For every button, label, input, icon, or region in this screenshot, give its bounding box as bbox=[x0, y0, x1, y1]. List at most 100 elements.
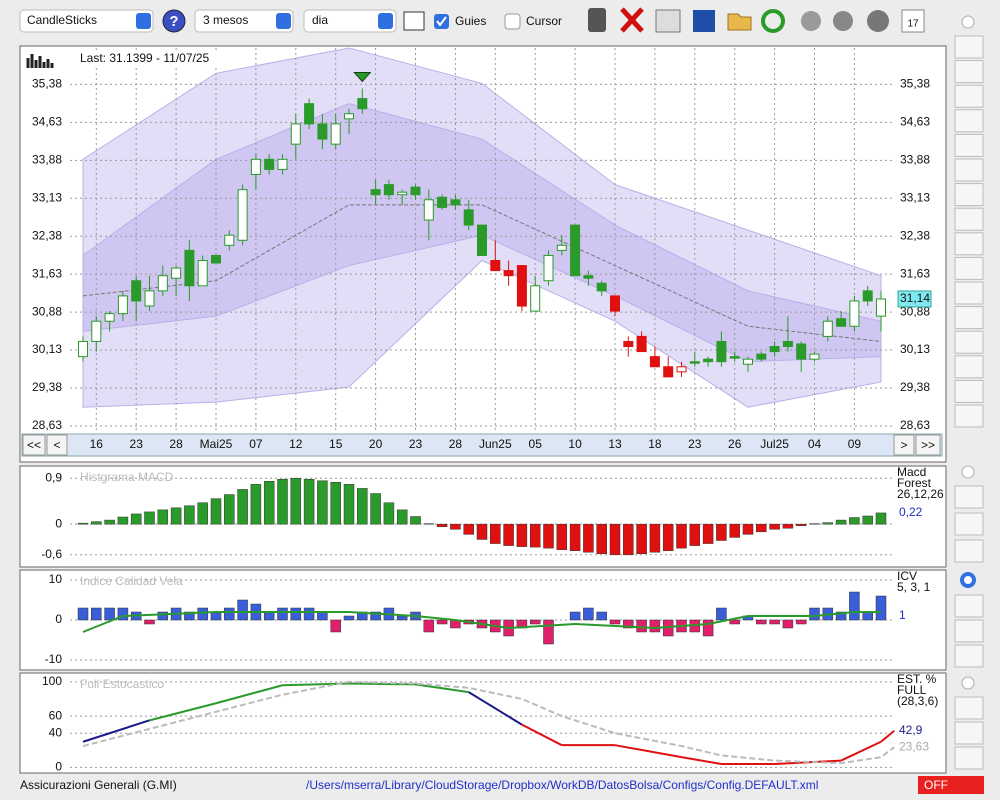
y-tick-label: 32,38 bbox=[900, 228, 930, 242]
tool-button[interactable] bbox=[954, 644, 984, 668]
radio-button[interactable] bbox=[960, 572, 976, 588]
tool-button[interactable] bbox=[954, 404, 984, 428]
tool-button[interactable] bbox=[954, 619, 984, 643]
tool-button[interactable] bbox=[954, 594, 984, 618]
x-tick-label: 09 bbox=[848, 437, 862, 451]
candle-body bbox=[610, 295, 620, 312]
histogram-bar bbox=[583, 607, 594, 621]
y-tick-label: 0 bbox=[55, 612, 62, 626]
candle-body bbox=[131, 280, 142, 302]
x-tick-label: 04 bbox=[808, 437, 822, 451]
open-icon[interactable] bbox=[727, 13, 752, 31]
tool-button[interactable] bbox=[954, 232, 984, 256]
line-segment bbox=[521, 723, 563, 747]
candle-body bbox=[556, 244, 567, 251]
histogram-bar bbox=[649, 523, 661, 553]
x-tick-label: 13 bbox=[608, 437, 622, 451]
histogram-bar bbox=[197, 502, 208, 525]
histogram-bar bbox=[184, 611, 195, 621]
trash-icon[interactable] bbox=[588, 8, 606, 32]
histogram-bar bbox=[370, 611, 381, 621]
tool-button[interactable] bbox=[954, 35, 984, 59]
candle-body bbox=[184, 249, 195, 287]
histogram-bar bbox=[636, 523, 647, 555]
print-icon[interactable] bbox=[655, 9, 681, 33]
candle-body bbox=[729, 356, 740, 359]
histogram-bar bbox=[503, 523, 514, 546]
y-tick-label: 30,88 bbox=[32, 304, 62, 318]
histogram-bar bbox=[370, 493, 381, 525]
x-tick-label: 28 bbox=[449, 437, 463, 451]
tool-button[interactable] bbox=[954, 109, 984, 133]
help-button[interactable] bbox=[162, 9, 186, 33]
y-tick-label: 40 bbox=[49, 725, 63, 739]
status-path[interactable]: /Users/mserra/Library/CloudStorage/Dropb… bbox=[306, 778, 818, 792]
nav-prev[interactable] bbox=[46, 434, 68, 456]
tool-button[interactable] bbox=[954, 746, 984, 770]
x-tick-label: 18 bbox=[648, 437, 662, 451]
histogram-bar bbox=[224, 607, 235, 621]
tool-button[interactable] bbox=[954, 183, 984, 207]
globe-icon[interactable] bbox=[801, 11, 821, 31]
histogram-bar bbox=[197, 607, 208, 621]
refresh-icon[interactable] bbox=[761, 9, 785, 33]
delete-icon[interactable] bbox=[620, 7, 644, 33]
histogram-bar bbox=[609, 523, 621, 556]
candle-body bbox=[836, 318, 847, 327]
tool-button[interactable] bbox=[954, 721, 984, 745]
tool-button[interactable] bbox=[954, 696, 984, 720]
x-tick-label: 15 bbox=[329, 437, 343, 451]
histogram-bar bbox=[210, 611, 222, 621]
x-tick-label: 20 bbox=[369, 437, 383, 451]
tool-button[interactable] bbox=[954, 330, 984, 354]
histogram-bar bbox=[463, 523, 474, 535]
x-tick-label: 23 bbox=[409, 437, 423, 451]
candle-body bbox=[437, 196, 448, 208]
tool-button[interactable] bbox=[954, 512, 984, 536]
chart-type-select[interactable] bbox=[19, 9, 154, 33]
interval-text: dia bbox=[312, 13, 328, 27]
settings-icon[interactable] bbox=[867, 10, 889, 32]
save-icon[interactable] bbox=[693, 10, 715, 32]
candle-body bbox=[250, 158, 261, 175]
nav-next[interactable] bbox=[893, 434, 915, 456]
tool-button[interactable] bbox=[954, 256, 984, 280]
histogram-bar bbox=[822, 522, 834, 525]
chart-icon[interactable] bbox=[403, 11, 425, 31]
tool-button[interactable] bbox=[954, 539, 984, 563]
radio-button[interactable] bbox=[961, 15, 975, 29]
candle-body bbox=[543, 254, 554, 282]
y-tick-label: 29,38 bbox=[32, 380, 62, 394]
euro-icon[interactable] bbox=[833, 11, 853, 31]
nav-prev-label: < bbox=[53, 438, 60, 452]
tool-button[interactable] bbox=[954, 207, 984, 231]
nav-first[interactable] bbox=[22, 434, 46, 456]
radio-button[interactable] bbox=[961, 465, 975, 479]
calendar-icon[interactable] bbox=[901, 9, 925, 33]
tool-button[interactable] bbox=[954, 84, 984, 108]
radio-button[interactable] bbox=[961, 676, 975, 690]
candle-body bbox=[330, 123, 341, 145]
panel-title: Histgrama MACD bbox=[80, 470, 174, 484]
tool-button[interactable] bbox=[954, 60, 984, 84]
tool-button[interactable] bbox=[954, 306, 984, 330]
tool-button[interactable] bbox=[954, 281, 984, 305]
candle-body bbox=[290, 123, 301, 145]
histogram-bar bbox=[303, 607, 315, 621]
tool-button[interactable] bbox=[954, 485, 984, 509]
nav-last[interactable] bbox=[915, 434, 941, 456]
candle-body bbox=[304, 103, 315, 125]
tool-button[interactable] bbox=[954, 158, 984, 182]
y-tick-label: 32,38 bbox=[32, 228, 62, 242]
cursor-checkbox[interactable] bbox=[504, 13, 521, 30]
tool-button[interactable] bbox=[954, 379, 984, 403]
tool-button[interactable] bbox=[954, 133, 984, 157]
period-select[interactable] bbox=[194, 9, 294, 33]
candle-body bbox=[716, 340, 727, 363]
check bbox=[436, 16, 447, 27]
histogram-bar bbox=[423, 619, 435, 633]
interval-select[interactable] bbox=[303, 9, 397, 33]
tool-button[interactable] bbox=[954, 355, 984, 379]
y-tick-label: 100 bbox=[42, 674, 62, 688]
histogram-bar bbox=[224, 494, 235, 525]
